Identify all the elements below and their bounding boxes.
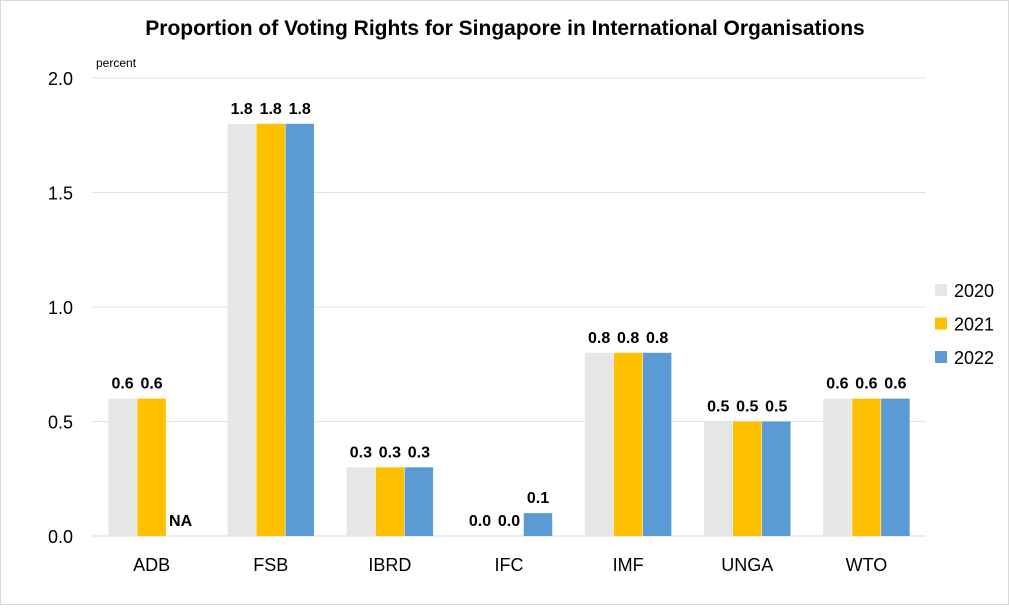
y-tick-label: 1.5 (48, 184, 73, 204)
bar-2021-IBRD (375, 467, 405, 536)
data-label: 0.3 (350, 444, 372, 461)
data-label: 0.6 (884, 376, 906, 393)
x-tick-label: FSB (253, 555, 288, 575)
legend-swatch-2020 (935, 284, 947, 296)
bar-2021-ADB (137, 398, 166, 536)
legend-swatch-2022 (935, 351, 947, 363)
data-label: 0.8 (588, 330, 610, 347)
x-tick-label: WTO (846, 555, 888, 575)
bar-2021-IMF (613, 352, 643, 536)
x-tick-label: UNGA (721, 555, 773, 575)
data-label: 0.3 (408, 444, 430, 461)
chart-title: Proportion of Voting Rights for Singapor… (145, 17, 864, 40)
legend-label: 2020 (954, 281, 994, 301)
data-label: 0.5 (765, 399, 787, 416)
bar-2022-UNGA (762, 421, 791, 536)
legend-swatch-2021 (935, 317, 947, 330)
data-label: 0.5 (707, 399, 729, 416)
bar-2020-IBRD (346, 467, 376, 536)
bar-2022-IBRD (404, 467, 434, 536)
bar-2022-IMF (642, 352, 672, 536)
y-tick-label: 2.0 (48, 69, 73, 89)
data-label: NA (169, 513, 193, 530)
y-axis-label: percent (96, 56, 137, 70)
x-tick-label: ADB (133, 555, 170, 575)
data-label: 0.6 (111, 376, 133, 393)
legend-label: 2021 (954, 315, 994, 335)
y-tick-label: 1.0 (48, 298, 73, 318)
data-label: 0.3 (379, 444, 401, 461)
data-label: 0.5 (736, 399, 758, 416)
bar-2022-WTO (881, 398, 910, 536)
data-label: 0.6 (855, 376, 877, 393)
bar-2022-FSB (285, 123, 314, 537)
bar-2021-WTO (852, 398, 881, 536)
data-label: 1.8 (289, 101, 311, 118)
y-tick-label: 0.5 (48, 413, 73, 433)
bar-2020-ADB (108, 398, 137, 536)
y-tick-label: 0.0 (48, 527, 73, 547)
data-label: 1.8 (231, 101, 253, 118)
data-label: 0.6 (140, 376, 162, 393)
bar-2020-UNGA (704, 421, 733, 536)
bar-2020-IMF (584, 352, 614, 536)
bar-2020-WTO (823, 398, 852, 536)
data-label: 0.0 (469, 513, 491, 530)
bar-2020-FSB (227, 123, 256, 537)
bar-2021-UNGA (733, 421, 762, 536)
legend-label: 2022 (954, 348, 994, 368)
data-label: 0.1 (527, 490, 549, 507)
data-label: 1.8 (260, 101, 282, 118)
bar-2022-IFC (523, 513, 553, 536)
data-label: 0.8 (646, 330, 668, 347)
data-label: 0.8 (617, 330, 639, 347)
x-tick-label: IBRD (368, 555, 411, 575)
x-tick-label: IFC (495, 555, 524, 575)
data-label: 0.6 (826, 376, 848, 393)
bar-2021-FSB (256, 123, 285, 537)
data-label: 0.0 (498, 513, 520, 530)
x-tick-label: IMF (613, 555, 644, 575)
